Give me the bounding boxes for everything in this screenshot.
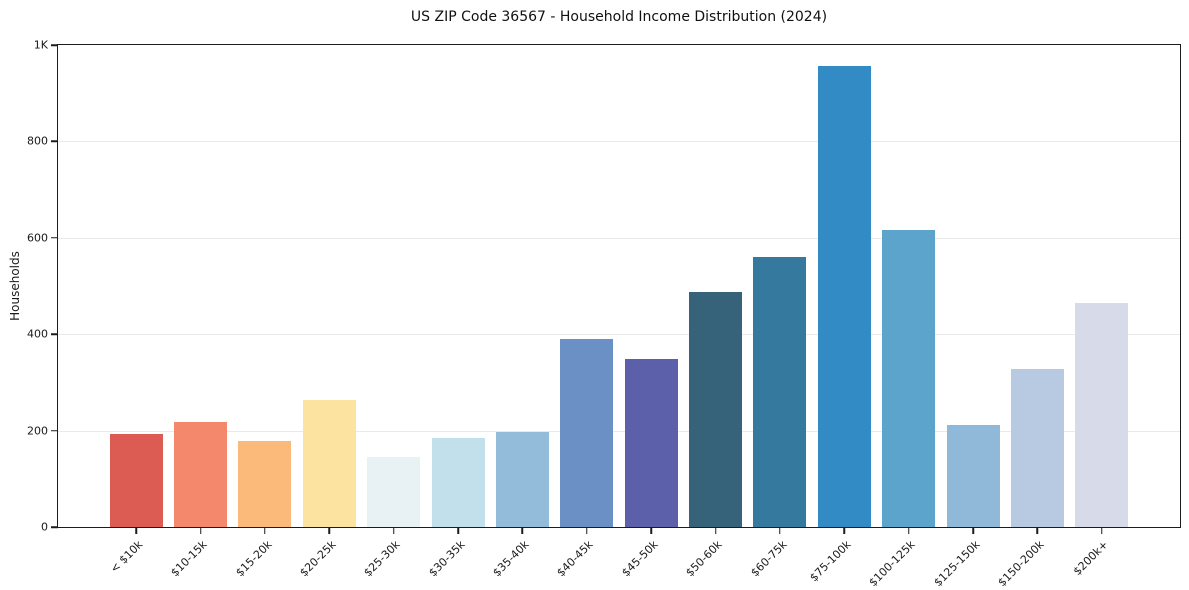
- x-axis-tick: [392, 527, 395, 534]
- y-axis-label: Households: [8, 251, 22, 321]
- x-tick-label: $200k+: [1070, 538, 1112, 579]
- x-axis-tick: [457, 527, 459, 534]
- bar: [817, 65, 871, 527]
- bar: [1010, 368, 1064, 527]
- bar-slot: $75-100k: [807, 45, 876, 584]
- gridline: [58, 334, 1180, 336]
- x-axis-tick: [907, 527, 910, 534]
- bar-slot: $100-125k: [867, 45, 941, 589]
- bar-slot: $50-60k: [683, 45, 747, 579]
- gridline: [58, 430, 1180, 432]
- bar-slot: $40-45k: [555, 45, 619, 579]
- y-axis-tick: [51, 526, 58, 528]
- x-axis-tick: [1101, 527, 1103, 534]
- y-axis-tick: [51, 333, 58, 335]
- x-tick-label: $50-60k: [683, 538, 725, 580]
- bar: [946, 425, 1000, 527]
- bar-slot: $20-25k: [297, 45, 361, 579]
- bar-slot: $200k+: [1070, 45, 1134, 578]
- x-tick-label: $20-25k: [297, 538, 339, 580]
- bar-slot: $30-35k: [426, 45, 490, 579]
- bar: [624, 359, 678, 527]
- gridline: [58, 141, 1180, 143]
- y-tick-label: 200: [27, 424, 48, 438]
- y-axis-tick: [51, 237, 58, 239]
- bar-slot: $25-30k: [362, 45, 426, 579]
- x-axis-tick: [972, 527, 974, 534]
- bar-slot: $35-40k: [490, 45, 554, 579]
- x-tick-label: $75-100k: [807, 538, 854, 585]
- x-tick-label: $100-125k: [866, 538, 918, 590]
- bar: [238, 440, 292, 527]
- x-axis-tick: [714, 527, 717, 534]
- y-tick-label: 400: [27, 327, 48, 341]
- y-tick-label: 600: [27, 231, 48, 245]
- y-tick-label: 1K: [33, 38, 48, 52]
- x-tick-label: $45-50k: [619, 538, 661, 580]
- x-tick-label: $25-30k: [361, 538, 403, 580]
- x-tick-label: < $10k: [107, 538, 146, 576]
- x-tick-label: $30-35k: [425, 538, 468, 580]
- x-axis-tick: [135, 527, 137, 534]
- chart-title: US ZIP Code 36567 - Household Income Dis…: [410, 9, 828, 25]
- bar: [302, 400, 356, 527]
- x-axis-tick: [650, 527, 652, 534]
- bar: [753, 257, 807, 527]
- x-axis-tick: [779, 527, 781, 534]
- bar: [109, 434, 163, 527]
- x-tick-label: $150-200k: [995, 538, 1047, 590]
- x-axis-tick: [586, 527, 588, 534]
- y-tick-label: 0: [41, 520, 48, 534]
- bar-slot: < $10k: [104, 45, 168, 576]
- bar-slot: $150-200k: [995, 45, 1069, 589]
- bar: [367, 456, 421, 527]
- x-tick-label: $35-40k: [490, 538, 532, 580]
- x-tick-label: $125-150k: [931, 538, 983, 590]
- bar-slot: $125-150k: [931, 45, 1005, 589]
- y-axis-tick: [51, 140, 58, 143]
- x-axis-tick: [1036, 527, 1039, 534]
- x-axis-tick: [199, 527, 202, 534]
- plot-area: < $10k $10-15k $15-20k $20-25k $25-30k $30-35…: [27, 39, 1181, 589]
- x-axis-tick: [843, 527, 846, 534]
- bar-slot: $15-20k: [233, 45, 297, 579]
- bar: [174, 422, 228, 527]
- bar: [1075, 303, 1129, 527]
- x-axis-tick: [521, 527, 524, 534]
- y-axis-tick: [51, 44, 58, 46]
- x-axis-tick: [264, 527, 266, 534]
- x-tick-label: $60-75k: [747, 538, 790, 580]
- gridline: [58, 237, 1180, 239]
- bar-slot: $45-50k: [619, 45, 683, 579]
- bar-slot: $10-15k: [168, 45, 232, 579]
- x-axis-tick: [328, 527, 331, 534]
- bar: [882, 229, 936, 527]
- bar: [560, 339, 614, 527]
- x-tick-label: $10-15k: [168, 538, 210, 580]
- bar: [495, 431, 549, 527]
- bar: [431, 438, 485, 527]
- x-tick-label: $15-20k: [232, 538, 275, 580]
- bar-slot: $60-75k: [748, 45, 812, 579]
- x-tick-label: $40-45k: [554, 538, 597, 580]
- y-axis-tick: [51, 429, 58, 432]
- bars-row: < $10k $10-15k $15-20k $20-25k $25-30k $30-35…: [58, 45, 1180, 589]
- y-tick-label: 800: [27, 134, 48, 148]
- bar: [689, 291, 743, 527]
